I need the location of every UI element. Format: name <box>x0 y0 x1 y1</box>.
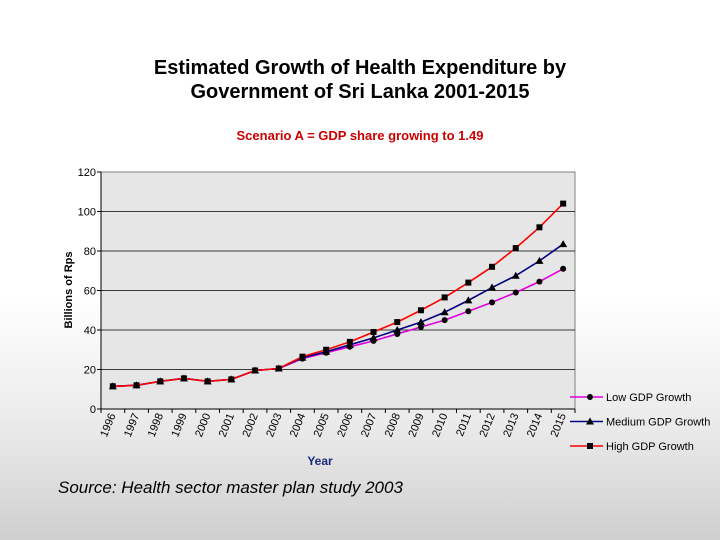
data-point <box>512 289 519 296</box>
data-point <box>440 308 449 316</box>
series-high-gdp-growth <box>109 200 567 390</box>
data-point <box>465 308 472 315</box>
data-point <box>536 278 543 285</box>
legend-marker <box>587 394 593 400</box>
x-tick-label: 1997 <box>122 412 142 439</box>
legend-label: High GDP Growth <box>606 441 694 453</box>
x-tick-label: 2008 <box>383 412 403 439</box>
data-point <box>416 318 425 326</box>
data-point <box>133 382 140 389</box>
legend-label: Low GDP Growth <box>606 392 691 404</box>
x-tick-label: 1998 <box>146 412 166 439</box>
y-tick-labels: 0 20 40 60 80 100 120 <box>78 167 96 416</box>
y-tick-label: 80 <box>84 246 96 258</box>
x-tick-label: 2001 <box>217 412 237 439</box>
data-point <box>228 376 235 383</box>
x-tick-label: 2000 <box>193 412 213 439</box>
x-tick-label: 2007 <box>359 412 379 439</box>
x-tick-label: 1999 <box>169 412 189 439</box>
data-point <box>180 375 187 382</box>
data-point <box>109 383 116 390</box>
data-point <box>489 263 496 270</box>
y-tick-label: 0 <box>90 404 96 416</box>
chart-title-line-2: Government of Sri Lanka 2001-2015 <box>190 81 530 103</box>
y-tick-label: 40 <box>84 325 96 337</box>
data-point <box>370 328 377 335</box>
y-tick-label: 120 <box>78 167 96 179</box>
legend-marker <box>586 417 594 425</box>
x-tick-label: 2004 <box>288 412 308 439</box>
x-tick-label: 2005 <box>312 412 332 439</box>
legend: Low GDP Growth Medium GDP Growth High GDP … <box>570 392 710 453</box>
x-tick-label: 2010 <box>430 412 450 439</box>
data-point <box>393 326 402 333</box>
legend-item: Medium GDP Growth <box>570 417 710 429</box>
x-tick-label: 2012 <box>478 412 498 439</box>
x-axis-label: Year <box>307 454 333 468</box>
legend-item: Low GDP Growth <box>570 392 691 404</box>
data-point <box>204 378 211 385</box>
y-tick-label: 100 <box>78 207 96 219</box>
x-tick-label: 2006 <box>335 412 355 439</box>
data-point <box>275 365 282 372</box>
x-tick-labels: 1996 1997 1998 1999 2000 2001 2002 2003 2004 2005… <box>98 409 576 439</box>
data-point <box>346 338 353 345</box>
x-tick-label: 2009 <box>406 412 426 439</box>
data-point <box>441 317 448 324</box>
data-point <box>369 333 378 341</box>
x-tick-label: 2002 <box>241 412 261 439</box>
data-point <box>536 224 543 231</box>
data-point <box>252 367 259 374</box>
data-point <box>560 200 567 207</box>
data-point <box>323 346 330 353</box>
y-tick-label: 20 <box>84 365 96 377</box>
chart-title: Estimated Growth of Health Expenditure b… <box>0 56 720 104</box>
source-note: Source: Health sector master plan study … <box>58 478 403 497</box>
y-axis-label: Billions of Rps <box>63 252 75 329</box>
data-point <box>489 299 496 306</box>
data-point <box>299 353 306 360</box>
x-tick-label: 2015 <box>549 412 569 439</box>
data-point <box>157 378 164 385</box>
series-group <box>108 200 568 390</box>
legend-item: High GDP Growth <box>570 441 694 453</box>
x-tick-label: 2014 <box>525 412 545 439</box>
data-point <box>512 245 519 252</box>
data-point <box>535 256 544 264</box>
x-tick-label: 2003 <box>264 412 284 439</box>
data-point <box>464 296 473 304</box>
grid-lines <box>97 171 575 410</box>
series-line <box>112 203 564 388</box>
data-point <box>417 324 424 331</box>
y-tick-label: 60 <box>84 286 96 298</box>
chart-title-line-1: Estimated Growth of Health Expenditure b… <box>153 57 567 79</box>
legend-label: Medium GDP Growth <box>606 417 710 429</box>
legend-marker <box>587 443 593 449</box>
data-point <box>560 265 567 272</box>
data-point <box>394 319 401 326</box>
data-point <box>465 279 472 286</box>
x-tick-label: 1996 <box>98 412 118 439</box>
data-point <box>488 283 497 291</box>
x-tick-label: 2013 <box>501 412 521 439</box>
x-tick-label: 2011 <box>454 412 474 438</box>
data-point <box>511 271 520 279</box>
data-point <box>417 307 424 314</box>
data-point <box>441 294 448 301</box>
chart-subtitle: Scenario A = GDP share growing to 1.49 <box>236 128 484 143</box>
data-point <box>559 240 568 248</box>
